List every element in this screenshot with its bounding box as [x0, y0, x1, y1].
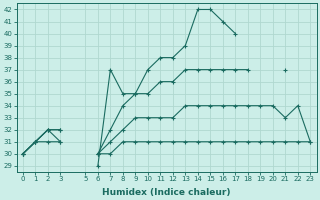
X-axis label: Humidex (Indice chaleur): Humidex (Indice chaleur): [102, 188, 231, 197]
